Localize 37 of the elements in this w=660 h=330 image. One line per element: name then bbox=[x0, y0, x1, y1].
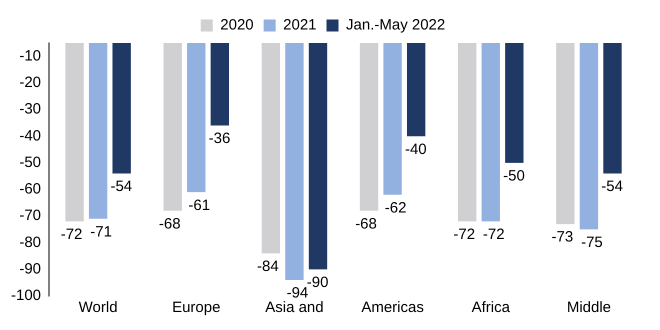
data-label: -36 bbox=[208, 130, 230, 148]
x-tick-label: World bbox=[78, 299, 118, 316]
x-tick-label: Middle bbox=[566, 299, 612, 316]
data-label: -62 bbox=[384, 199, 406, 216]
x-tick-label: Europe bbox=[172, 299, 220, 316]
data-label: -72 bbox=[60, 226, 82, 244]
data-label: -90 bbox=[306, 274, 328, 292]
data-label: -50 bbox=[503, 167, 525, 184]
data-label: -72 bbox=[482, 226, 505, 244]
y-tick-label: -90 bbox=[19, 260, 42, 278]
data-label: -40 bbox=[404, 140, 427, 158]
x-tick-label: Americas bbox=[361, 299, 424, 316]
data-label: -68 bbox=[158, 215, 181, 232]
y-tick-label: -60 bbox=[19, 180, 42, 198]
y-tick-label: -20 bbox=[19, 74, 42, 92]
data-label: -94 bbox=[286, 284, 308, 302]
data-label: -71 bbox=[90, 223, 112, 240]
y-tick-label: -70 bbox=[19, 207, 42, 224]
data-label: -84 bbox=[257, 258, 279, 276]
x-tick-label: Asia and bbox=[265, 299, 324, 316]
data-label: -54 bbox=[110, 178, 132, 196]
x-tick-label: Africa bbox=[472, 299, 511, 316]
data-label: -54 bbox=[601, 178, 623, 196]
y-tick-label: -40 bbox=[19, 127, 42, 144]
legend-label: 2020 bbox=[220, 16, 254, 34]
y-tick-label: -50 bbox=[19, 154, 42, 171]
y-tick-label: -10 bbox=[19, 47, 42, 64]
data-label: -73 bbox=[552, 228, 574, 246]
data-label: -68 bbox=[355, 215, 377, 232]
data-label: -72 bbox=[453, 226, 476, 244]
y-tick-label: -80 bbox=[19, 234, 42, 251]
legend-label: 2021 bbox=[283, 16, 317, 34]
y-tick-label: -100 bbox=[10, 287, 42, 304]
data-label: -61 bbox=[188, 196, 210, 214]
data-label: -75 bbox=[581, 234, 603, 252]
legend-label: Jan.-May 2022 bbox=[346, 16, 446, 34]
y-tick-label: -30 bbox=[19, 100, 42, 118]
